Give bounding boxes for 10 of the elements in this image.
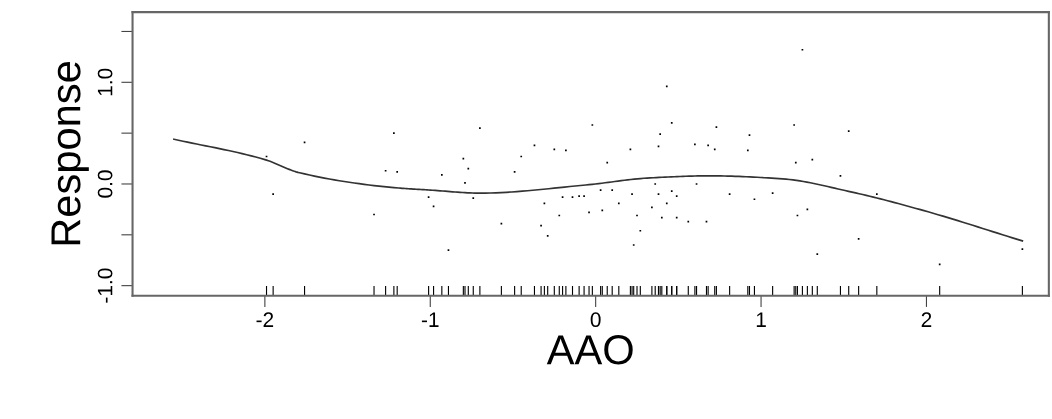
x-tick-label: 1 <box>756 312 766 327</box>
x-axis-title: AAO <box>546 335 633 365</box>
x-tick-label: 0 <box>590 312 601 328</box>
x-tick-label: 2 <box>921 312 932 327</box>
y-tick-label: 0.0 <box>97 170 113 198</box>
y-tick-label: 1.0 <box>97 68 113 96</box>
x-tick-label: -1 <box>421 312 439 327</box>
y-tick-label: -1.0 <box>97 268 113 303</box>
x-tick-label: -2 <box>256 312 274 327</box>
y-axis-title: Response <box>51 62 89 245</box>
